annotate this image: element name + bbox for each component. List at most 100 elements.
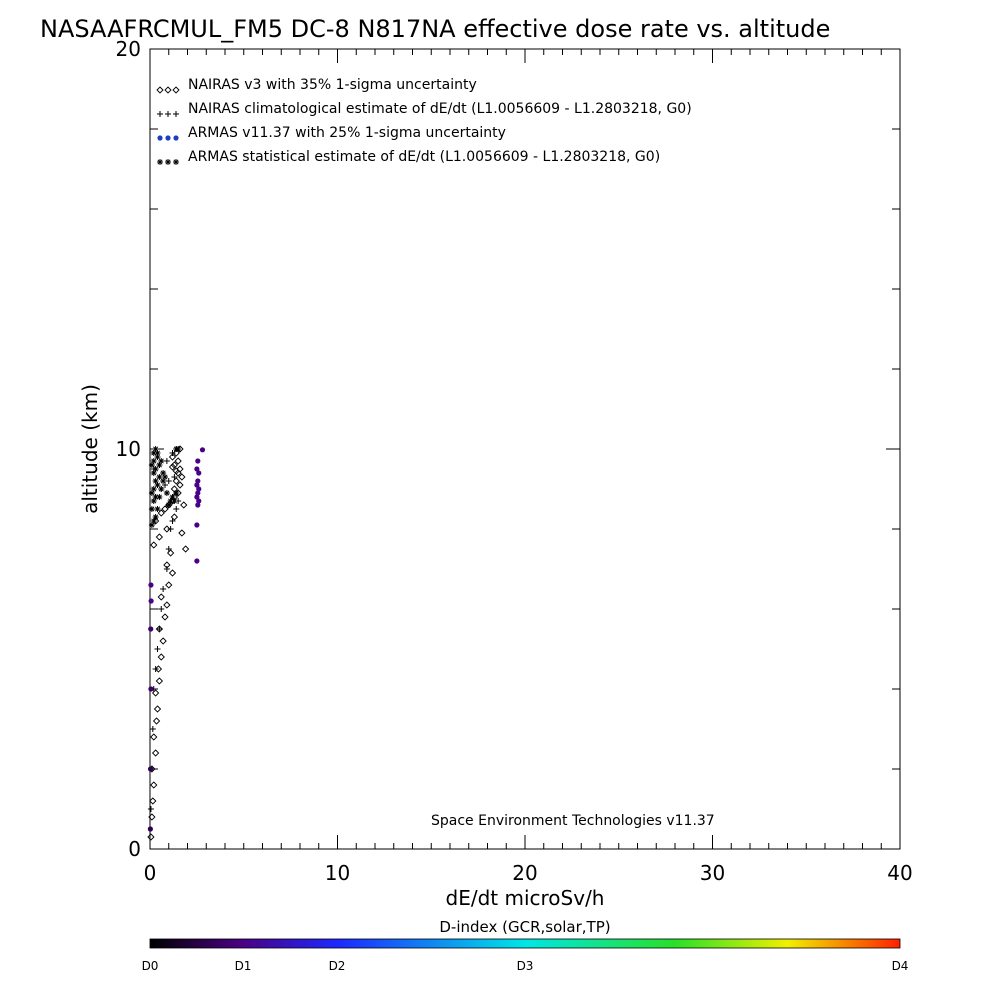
data-point <box>195 478 201 484</box>
data-point <box>176 481 184 489</box>
data-point <box>158 606 165 612</box>
data-point <box>174 457 182 465</box>
data-points <box>147 445 206 841</box>
x-tick-label: 30 <box>700 861 725 885</box>
data-point <box>163 458 170 464</box>
data-point <box>180 501 188 509</box>
legend-entry: NAIRAS v3 with 35% 1-sigma uncertainty <box>156 77 477 94</box>
data-point <box>150 470 157 476</box>
data-point <box>155 677 164 685</box>
data-point <box>196 470 202 476</box>
data-point <box>156 474 163 480</box>
series-1 <box>147 445 190 841</box>
data-point <box>169 450 176 456</box>
data-point <box>169 518 176 524</box>
legend-marker <box>173 111 179 117</box>
data-point <box>194 482 200 488</box>
data-point <box>148 598 154 604</box>
legend-marker <box>164 86 172 94</box>
data-point <box>163 490 170 496</box>
data-point <box>165 502 172 508</box>
data-point <box>161 505 169 513</box>
data-point <box>154 450 161 456</box>
x-axis-label: dE/dt microSv/h <box>446 886 605 910</box>
data-point <box>152 717 161 725</box>
legend-marker <box>157 135 163 141</box>
data-point <box>152 446 159 452</box>
data-point <box>152 478 159 484</box>
data-point <box>149 797 157 805</box>
legend-marker <box>157 111 163 117</box>
data-point <box>169 494 176 500</box>
data-point <box>156 494 163 500</box>
data-point <box>150 450 157 456</box>
data-point <box>196 498 202 504</box>
legend-marker <box>156 86 164 94</box>
data-point <box>147 766 154 772</box>
data-point <box>158 458 165 464</box>
data-point <box>160 470 167 476</box>
data-point <box>168 453 177 461</box>
data-point <box>156 626 163 632</box>
x-tick-label: 0 <box>144 861 157 885</box>
x-tick-label: 20 <box>512 861 537 885</box>
legend-label: NAIRAS v3 with 35% 1-sigma uncertainty <box>188 77 477 93</box>
y-tick-label: 0 <box>128 837 141 861</box>
data-point <box>157 509 165 517</box>
data-point <box>194 558 200 564</box>
legend-marker <box>173 159 179 165</box>
data-point <box>162 474 168 480</box>
data-point <box>173 506 180 512</box>
data-point <box>194 522 200 528</box>
data-point <box>156 462 163 468</box>
data-point <box>148 506 155 512</box>
data-point <box>194 494 200 500</box>
legend-entry: ARMAS v11.37 with 25% 1-sigma uncertaint… <box>157 125 506 141</box>
data-point <box>152 494 159 500</box>
data-point <box>152 666 159 672</box>
colorbar-label: D4 <box>892 959 909 973</box>
data-point <box>148 522 155 528</box>
data-point <box>155 533 164 541</box>
credit-annotation: Space Environment Technologies v11.37 <box>431 813 715 829</box>
data-point <box>172 467 180 475</box>
data-point <box>151 749 160 757</box>
colorbar-title: D-index (GCR,solar,TP) <box>439 918 610 936</box>
data-point <box>195 502 201 508</box>
legend-marker <box>165 111 171 117</box>
colorbar-label: D3 <box>517 959 534 973</box>
y-tick-label: 10 <box>116 437 141 461</box>
data-point <box>148 626 154 632</box>
data-point <box>195 458 201 464</box>
data-point <box>150 518 157 524</box>
data-point <box>165 546 172 552</box>
data-point <box>168 463 177 471</box>
data-point <box>160 586 167 592</box>
data-point <box>194 466 200 472</box>
data-point <box>163 525 171 533</box>
data-point <box>154 646 161 652</box>
data-point <box>163 601 171 609</box>
y-axis-label: altitude (km) <box>78 384 102 514</box>
data-point <box>165 478 172 484</box>
data-point <box>170 485 179 493</box>
colorbar-label: D1 <box>235 959 252 973</box>
data-point <box>171 474 178 480</box>
data-point <box>165 581 173 589</box>
data-point <box>150 733 158 741</box>
data-point <box>147 806 154 812</box>
data-point <box>176 465 184 473</box>
legend-marker <box>165 135 171 141</box>
data-point <box>167 526 174 532</box>
series-2 <box>147 446 182 812</box>
data-point <box>148 582 154 588</box>
data-point <box>150 781 158 789</box>
legend-entry: ARMAS statistical estimate of dE/dt (L1.… <box>157 149 660 165</box>
legend-marker <box>157 159 163 165</box>
data-point <box>148 462 155 468</box>
data-point <box>154 665 163 673</box>
data-point <box>157 653 165 661</box>
plot-area <box>149 48 901 850</box>
data-point <box>167 498 174 504</box>
